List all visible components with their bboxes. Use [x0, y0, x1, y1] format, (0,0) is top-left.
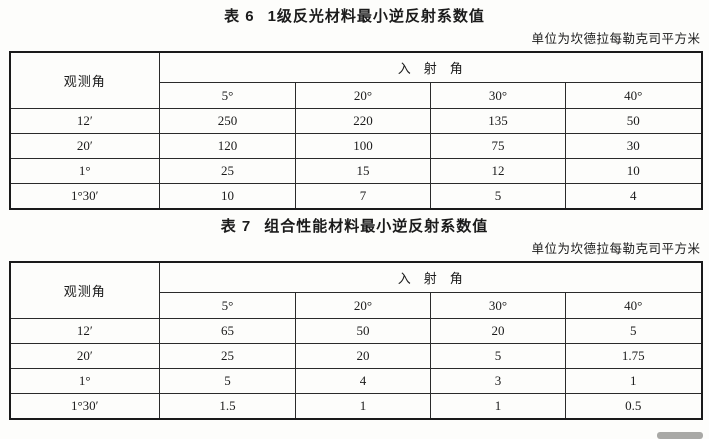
table-row: 12′ 250 220 135 50: [9, 108, 703, 134]
row-angle: 1°: [9, 368, 160, 394]
row-angle: 1°: [9, 158, 160, 184]
table-cell: 220: [295, 108, 431, 134]
table-cell: 25: [159, 158, 296, 184]
observation-angle-header: 观测角: [9, 51, 160, 109]
column-header: 30°: [430, 292, 566, 319]
scan-artifact: [657, 432, 703, 439]
table-cell: 5: [159, 368, 296, 394]
table7-caption-label: 表 7: [220, 218, 252, 235]
table-cell: 20: [295, 343, 431, 369]
table6-unit-note: 单位为坎德拉每勒克司平方米: [531, 32, 701, 46]
table-row: 1°30′ 1.5 1 1 0.5: [9, 393, 703, 420]
table6-caption-title: 1级反光材料最小逆反射系数值: [267, 8, 485, 25]
table-row: 1° 5 4 3 1: [9, 368, 703, 394]
table-cell: 20: [430, 318, 566, 344]
table-cell: 50: [295, 318, 431, 344]
column-header: 5°: [159, 82, 296, 109]
table7-section: 表 7 组合性能材料最小逆反射系数值 单位为坎德拉每勒克司平方米 观测角 入 射 …: [8, 210, 703, 420]
table-row: 20′ 120 100 75 30: [9, 133, 703, 159]
table-cell: 1: [295, 393, 431, 420]
column-header: 5°: [159, 292, 296, 319]
table-cell: 10: [159, 183, 296, 210]
column-header: 30°: [430, 82, 566, 109]
table-cell: 4: [564, 183, 703, 210]
row-angle: 20′: [9, 343, 160, 369]
table-cell: 7: [295, 183, 431, 210]
row-angle: 1°30′: [9, 393, 160, 420]
table-cell: 12: [430, 158, 566, 184]
table-cell: 1.75: [564, 343, 703, 369]
column-header: 20°: [295, 292, 431, 319]
table6-caption: 表 6 1级反光材料最小逆反射系数值: [9, 0, 701, 26]
table-cell: 0.5: [564, 393, 703, 420]
table-cell: 1: [430, 393, 566, 420]
table-cell: 25: [159, 343, 296, 369]
table-cell: 1.5: [159, 393, 296, 420]
row-angle: 1°30′: [9, 183, 160, 210]
row-angle: 12′: [9, 108, 160, 134]
table-row: 20′ 25 20 5 1.75: [9, 343, 703, 369]
table7-caption: 表 7 组合性能材料最小逆反射系数值: [9, 210, 701, 236]
column-header: 40°: [564, 82, 703, 109]
table-cell: 15: [295, 158, 431, 184]
table-cell: 5: [564, 318, 703, 344]
table-row: 1°30′ 10 7 5 4: [9, 183, 703, 210]
table-cell: 5: [430, 183, 566, 210]
table-cell: 65: [159, 318, 296, 344]
table7-unit-note: 单位为坎德拉每勒克司平方米: [531, 242, 701, 256]
table-cell: 120: [159, 133, 296, 159]
table-row: 12′ 65 50 20 5: [9, 318, 703, 344]
column-header: 20°: [295, 82, 431, 109]
table-cell: 135: [430, 108, 566, 134]
table6-caption-label: 表 6: [224, 8, 255, 25]
table7-caption-title: 组合性能材料最小逆反射系数值: [264, 218, 489, 235]
table6-retroreflection-table: 观测角 入 射 角 5° 20° 30° 40° 12′ 250 220 135…: [8, 51, 703, 210]
table-cell: 4: [295, 368, 431, 394]
table-cell: 5: [430, 343, 566, 369]
table-cell: 75: [430, 133, 566, 159]
table-cell: 250: [159, 108, 296, 134]
table-cell: 50: [564, 108, 703, 134]
observation-angle-header: 观测角: [9, 261, 160, 319]
table-cell: 30: [564, 133, 703, 159]
table6-section: 表 6 1级反光材料最小逆反射系数值 单位为坎德拉每勒克司平方米 观测角 入 射 …: [8, 0, 703, 210]
column-header: 40°: [564, 292, 703, 319]
table-cell: 1: [564, 368, 703, 394]
table-cell: 3: [430, 368, 566, 394]
incidence-angle-header: 入 射 角: [158, 261, 703, 293]
table-cell: 100: [295, 133, 431, 159]
table7-retroreflection-table: 观测角 入 射 角 5° 20° 30° 40° 12′ 65 50 20 5: [8, 261, 703, 420]
table-row: 1° 25 15 12 10: [9, 158, 703, 184]
incidence-angle-header: 入 射 角: [158, 51, 703, 83]
table-cell: 10: [564, 158, 703, 184]
row-angle: 12′: [9, 318, 160, 344]
row-angle: 20′: [9, 133, 160, 159]
